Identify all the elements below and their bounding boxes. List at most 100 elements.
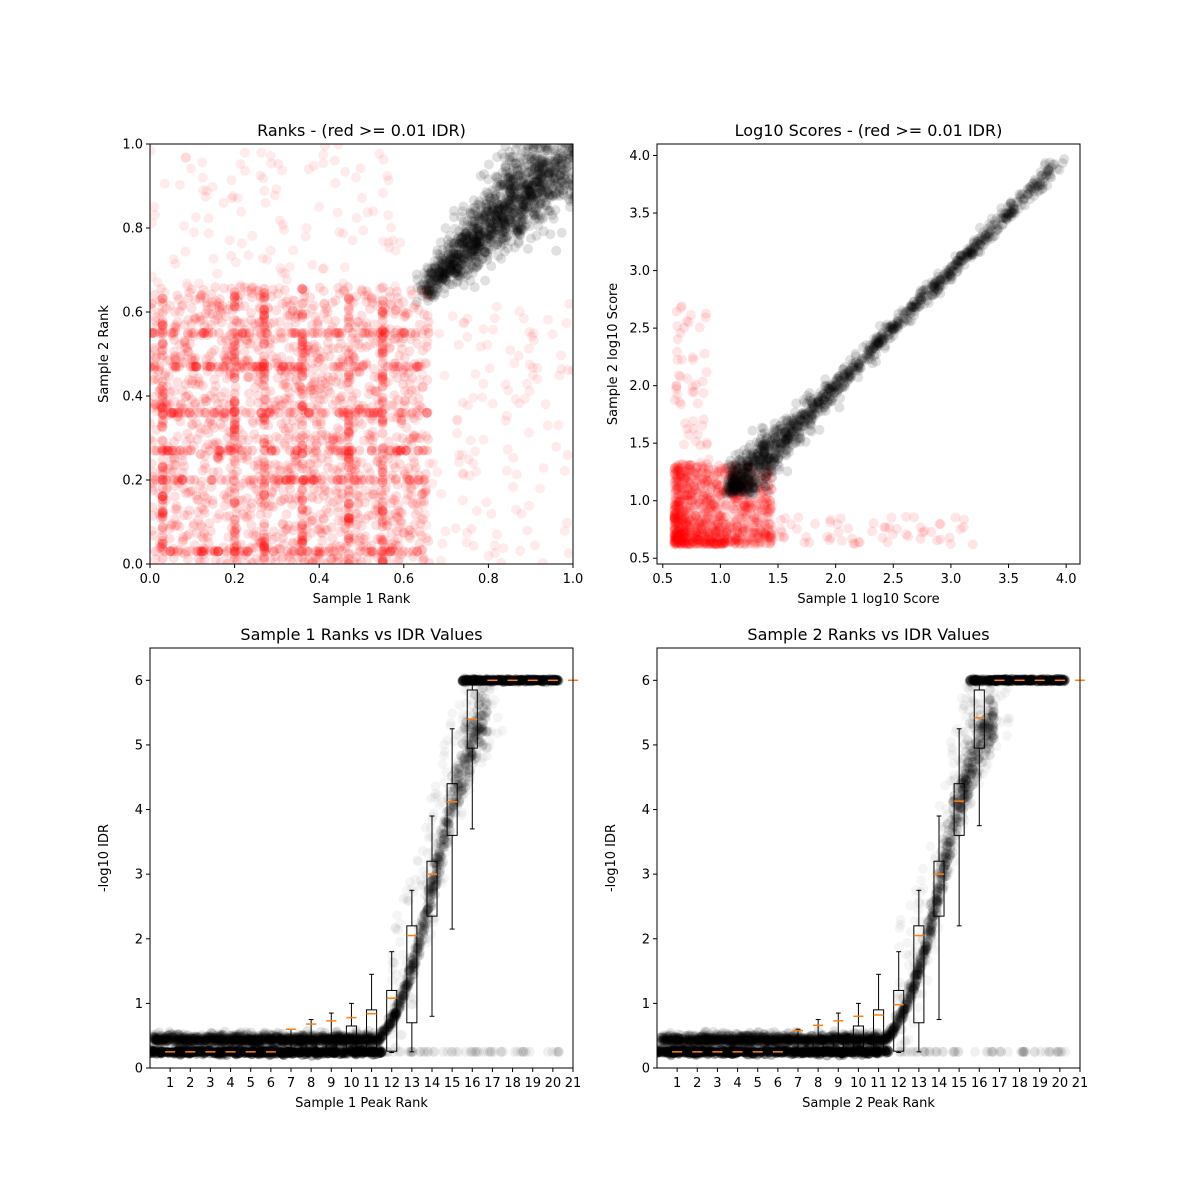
red-point bbox=[381, 515, 392, 526]
black-point bbox=[607, 133, 617, 143]
red-point bbox=[318, 394, 329, 405]
red-point bbox=[155, 384, 166, 395]
black-point bbox=[572, 210, 573, 216]
red-point bbox=[166, 452, 177, 463]
red-point bbox=[187, 355, 198, 366]
red-point bbox=[270, 404, 281, 415]
red-point bbox=[338, 411, 349, 422]
black-point bbox=[569, 131, 579, 141]
red-point bbox=[377, 367, 388, 378]
black-point bbox=[547, 113, 557, 123]
red-point bbox=[258, 173, 269, 184]
red-point bbox=[350, 321, 360, 332]
black-point bbox=[487, 223, 498, 234]
red-point bbox=[275, 466, 286, 477]
red-point bbox=[367, 435, 378, 446]
red-point bbox=[229, 497, 240, 508]
red-point bbox=[786, 519, 796, 530]
red-point bbox=[420, 509, 431, 520]
red-point bbox=[223, 532, 234, 543]
red-point bbox=[343, 419, 354, 430]
red-point bbox=[250, 531, 261, 542]
red-point bbox=[355, 470, 366, 481]
red-point bbox=[321, 328, 332, 339]
red-point bbox=[330, 395, 341, 406]
red-point bbox=[245, 480, 256, 490]
red-point bbox=[219, 413, 230, 424]
red-point bbox=[255, 293, 266, 303]
red-point bbox=[185, 445, 196, 456]
black-point bbox=[529, 154, 540, 164]
red-point bbox=[156, 541, 167, 552]
red-point bbox=[188, 368, 199, 379]
red-point bbox=[318, 471, 329, 482]
red-point bbox=[259, 335, 270, 346]
red-point bbox=[219, 500, 230, 511]
red-point bbox=[157, 337, 168, 348]
red-point bbox=[199, 546, 210, 557]
red-point bbox=[392, 373, 403, 384]
red-point bbox=[246, 519, 257, 530]
red-point bbox=[343, 486, 354, 497]
red-point bbox=[309, 344, 320, 355]
red-point bbox=[169, 396, 180, 407]
red-point bbox=[279, 494, 290, 505]
red-point bbox=[328, 435, 338, 446]
red-point bbox=[221, 311, 232, 322]
red-point bbox=[262, 463, 273, 474]
red-point bbox=[314, 201, 325, 212]
red-point bbox=[288, 470, 299, 481]
red-point bbox=[458, 317, 469, 328]
red-point bbox=[308, 447, 319, 458]
red-point bbox=[886, 512, 897, 523]
red-point bbox=[380, 308, 391, 319]
red-point bbox=[334, 288, 345, 299]
panel-2: 0.5 1.0 1.5 2.0 2.5 3.0 3.5 4.00.51.01.52.02.53… bbox=[606, 121, 1081, 607]
red-point bbox=[175, 445, 185, 456]
red-point bbox=[171, 460, 181, 471]
red-point bbox=[400, 310, 411, 321]
red-point bbox=[358, 320, 369, 331]
red-point bbox=[214, 305, 225, 316]
red-point bbox=[224, 444, 235, 455]
red-point bbox=[173, 411, 183, 422]
red-point bbox=[281, 509, 292, 520]
red-point bbox=[393, 512, 404, 523]
red-point bbox=[408, 528, 418, 538]
red-point bbox=[265, 386, 276, 397]
red-point bbox=[314, 384, 324, 395]
red-point bbox=[196, 423, 206, 434]
red-point bbox=[297, 538, 308, 549]
red-point bbox=[343, 323, 353, 333]
x-tick-label: 1.0 bbox=[563, 572, 584, 587]
red-point bbox=[299, 557, 310, 564]
red-point bbox=[377, 282, 388, 293]
black-point bbox=[510, 220, 521, 231]
red-point bbox=[185, 433, 196, 444]
red-point bbox=[379, 442, 390, 453]
red-point bbox=[261, 395, 271, 406]
red-point bbox=[324, 546, 334, 557]
red-point bbox=[253, 494, 264, 505]
y-tick-label: 0.4 bbox=[122, 390, 143, 405]
red-point bbox=[407, 289, 418, 300]
red-point bbox=[317, 389, 328, 400]
red-point bbox=[263, 420, 274, 431]
red-point bbox=[411, 402, 422, 413]
red-point bbox=[187, 419, 198, 430]
black-point bbox=[564, 97, 574, 107]
x-tick-label: 0.6 bbox=[393, 572, 414, 587]
red-point bbox=[215, 557, 226, 564]
red-point bbox=[332, 502, 343, 512]
red-point bbox=[203, 427, 214, 438]
red-point bbox=[452, 414, 463, 425]
black-point bbox=[519, 192, 530, 203]
red-point bbox=[155, 400, 165, 411]
red-point bbox=[347, 518, 358, 529]
red-point bbox=[177, 475, 188, 486]
red-point bbox=[361, 342, 372, 352]
black-point bbox=[610, 138, 620, 148]
red-point bbox=[366, 540, 377, 551]
red-point bbox=[347, 333, 358, 344]
red-point bbox=[701, 367, 712, 378]
